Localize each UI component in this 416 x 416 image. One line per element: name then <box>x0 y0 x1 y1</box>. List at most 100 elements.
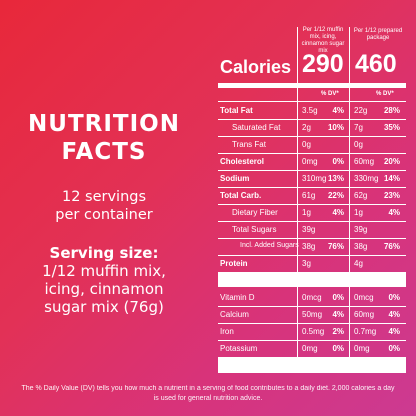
amount-column-2: 330mg <box>354 174 379 183</box>
nutrient-name: Saturated Fat <box>232 123 281 132</box>
dv-column-1: 4% <box>332 106 344 115</box>
nutrient-name: Total Sugars <box>232 225 277 234</box>
amount-column-1: 61g <box>302 191 316 200</box>
row-divider <box>218 323 406 324</box>
dv-column-1: 0% <box>332 157 344 166</box>
nutrition-facts-table: Per 1/12 muffin mix, icing, cinnamon sug… <box>218 27 406 373</box>
amount-column-2: 0mg <box>354 344 370 353</box>
amount-column-2: 0g <box>354 140 363 149</box>
dv-column-2: 76% <box>383 242 400 251</box>
dv-column-2: 0% <box>388 344 400 353</box>
nutrient-row: Total Sugars 39g 39g <box>218 221 406 238</box>
amount-column-1: 0mg <box>302 157 318 166</box>
nutrient-row: Trans Fat 0g 0g <box>218 136 406 153</box>
row-divider <box>218 136 406 137</box>
calories-label: Calories <box>220 57 292 77</box>
amount-column-2: 4g <box>354 259 363 268</box>
amount-column-2: 39g <box>354 225 368 234</box>
row-divider <box>218 119 406 120</box>
nutrient-name: Dietary Fiber <box>232 208 278 217</box>
heading-line-2: FACTS <box>61 139 147 165</box>
column-divider-1 <box>297 27 298 373</box>
nutrient-row: Calcium 50mg 4% 60mg 4% <box>218 306 406 323</box>
serving-size-line-2: icing, cinnamon <box>44 280 164 298</box>
nutrient-name: Protein <box>220 259 248 268</box>
nutrient-row: Total Carb. 61g 22% 62g 23% <box>218 187 406 204</box>
servings-line-1: 12 servings <box>61 189 147 205</box>
amount-column-2: 7g <box>354 123 363 132</box>
heading-line-1: NUTRITION <box>28 111 180 137</box>
calories-divider <box>218 83 406 88</box>
row-divider <box>218 170 406 171</box>
row-divider <box>218 238 406 239</box>
amount-column-1: 0.5mg <box>302 327 325 336</box>
dv-column-1: 0% <box>332 293 344 302</box>
amount-column-1: 0g <box>302 140 311 149</box>
dv-header-1: % DV* <box>321 91 339 97</box>
column-1-header: Per 1/12 muffin mix, icing, cinnamon sug… <box>301 27 345 54</box>
amount-column-1: 50mg <box>302 310 323 319</box>
column-2-header: Per 1/12 prepared package <box>353 28 403 41</box>
amount-column-1: 38g <box>302 242 316 251</box>
dv-column-2: 14% <box>383 174 400 183</box>
row-divider <box>218 340 406 341</box>
dv-column-2: 4% <box>388 327 400 336</box>
amount-column-1: 310mg <box>302 174 327 183</box>
dv-column-1: 22% <box>327 191 344 200</box>
vitamins-divider <box>218 273 406 287</box>
amount-column-1: 0mcg <box>302 293 322 302</box>
calories-column-2: 460 <box>355 50 397 78</box>
dv-column-2: 35% <box>383 123 400 132</box>
dv-column-2: 20% <box>383 157 400 166</box>
bottom-bar <box>218 358 406 373</box>
product-summary: NUTRITION FACTS 12 servings per containe… <box>14 110 194 316</box>
row-divider <box>218 255 406 256</box>
row-divider <box>218 221 406 222</box>
calories-column-1: 290 <box>302 50 344 78</box>
nutrient-name: Potassium <box>220 344 258 353</box>
row-divider <box>218 153 406 154</box>
amount-column-1: 39g <box>302 225 316 234</box>
nutrient-name: Calcium <box>220 310 249 319</box>
daily-value-footnote: The % Daily Value (DV) tells you how muc… <box>21 385 395 402</box>
nutrient-row: Sodium 310mg 13% 330mg 14% <box>218 170 406 187</box>
dv-header-2: % DV* <box>376 91 394 97</box>
nutrient-row: Saturated Fat 2g 10% 7g 35% <box>218 119 406 136</box>
nutrient-name: Trans Fat <box>232 140 266 149</box>
amount-column-2: 60mg <box>354 310 375 319</box>
amount-column-2: 0mcg <box>354 293 374 302</box>
serving-size-line-3: sugar mix (76g) <box>44 298 164 316</box>
dv-column-1: 4% <box>332 208 344 217</box>
row-divider <box>218 306 406 307</box>
nutrient-row: Cholesterol 0mg 0% 60mg 20% <box>218 153 406 170</box>
row-divider <box>218 272 406 273</box>
row-divider <box>218 187 406 188</box>
dv-column-2: 23% <box>383 191 400 200</box>
serving-size-line-1: 1/12 muffin mix, <box>42 262 166 280</box>
dv-column-1: 13% <box>327 174 344 183</box>
nutrient-name: Vitamin D <box>220 293 255 302</box>
dv-divider <box>218 101 406 102</box>
dv-column-2: 4% <box>388 208 400 217</box>
nutrient-row: Potassium 0mg 0% 0mg 0% <box>218 340 406 357</box>
dv-column-2: 4% <box>388 310 400 319</box>
dv-column-1: 76% <box>327 242 344 251</box>
amount-column-1: 2g <box>302 123 311 132</box>
nutrient-row: Protein 3g 4g <box>218 255 406 272</box>
nutrient-name: Total Fat <box>220 106 253 115</box>
serving-size-label: Serving size: <box>49 244 159 262</box>
amount-column-2: 62g <box>354 191 368 200</box>
amount-column-1: 3g <box>302 259 311 268</box>
nutrient-name: Iron <box>220 327 234 336</box>
dv-column-1: 0% <box>332 344 344 353</box>
nutrient-row: Incl. Added Sugars 38g 76% 38g 76% <box>218 238 406 255</box>
nutrient-row: Iron 0.5mg 2% 0.7mg 4% <box>218 323 406 340</box>
amount-column-2: 1g <box>354 208 363 217</box>
row-divider <box>218 357 406 358</box>
amount-column-1: 3.5g <box>302 106 318 115</box>
dv-column-1: 2% <box>332 327 344 336</box>
amount-column-1: 0mg <box>302 344 318 353</box>
dv-column-1: 10% <box>327 123 344 132</box>
dv-column-2: 0% <box>388 293 400 302</box>
amount-column-2: 38g <box>354 242 368 251</box>
